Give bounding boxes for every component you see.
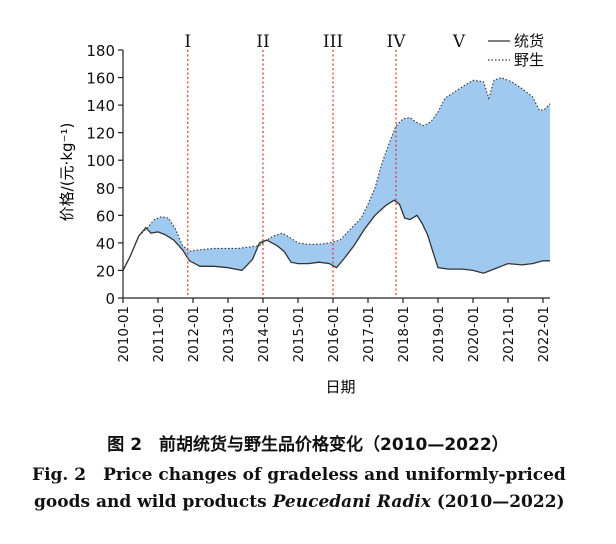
area-fills [123,77,550,274]
x-tick-label: 2020-01 [466,306,482,362]
x-tick-label: 2014-01 [256,306,272,362]
x-axis-label: 日期 [325,378,355,396]
y-tick-label: 80 [96,180,115,198]
y-tick-label: 20 [96,262,115,280]
caption-prefix: goods and wild products [34,492,273,512]
x-tick-label: 2019-01 [431,306,447,362]
y-tick-label: 180 [86,42,115,60]
caption-suffix: (2010—2022) [430,492,565,512]
y-tick-label: 0 [105,290,115,308]
caption-species-name: Peucedani Radix [272,492,431,512]
x-tick-label: 2011-01 [151,306,167,362]
series-lines [122,77,551,274]
y-tick-label: 40 [96,235,115,253]
y-tick-label: 100 [86,152,115,170]
y-tick-label: 160 [86,70,115,88]
figure-caption-english-line2: goods and wild products Peucedani Radix … [34,492,614,512]
period-markers: I II III IV V [184,32,466,298]
series-line-gradeless [122,199,550,274]
figure-caption-chinese: 图 2 前胡统货与野生品价格变化（2010—2022） [107,435,509,455]
wild-premium-area [267,77,550,274]
x-tick-label: 2015-01 [291,306,307,362]
x-tick-label: 2017-01 [361,306,377,362]
x-tick-label: 2012-01 [186,306,202,362]
period-label-2: II [256,32,269,52]
x-tick-label: 2016-01 [326,306,342,362]
wild-premium-area [146,216,259,271]
axes: 0 20 40 60 80 100 120 140 160 180 2010-01 2011-01 20… [86,42,552,362]
figure-caption-english-line1: Fig. 2 Price changes of gradeless and un… [32,465,566,485]
legend-label-1: 统货 [514,32,544,50]
y-tick-label: 60 [96,207,115,225]
period-label-1: I [184,32,191,52]
x-tick-label: 2018-01 [396,306,412,362]
legend-label-2: 野生 [514,51,544,69]
x-tick-label: 2010-01 [116,306,132,362]
y-axis-label: 价格/(元·kg⁻¹) [58,123,76,222]
period-label-4: IV [387,32,407,52]
price-chart: I II III IV V 0204060801001201401601802010-0… [58,32,552,396]
period-label-3: III [323,32,343,52]
x-tick-label: 2013-01 [221,306,237,362]
x-tick-label: 2021-01 [501,306,517,362]
y-tick-label: 140 [86,97,115,115]
y-tick-label: 120 [86,125,115,143]
x-tick-label: 2022-01 [536,306,552,362]
period-label-5: V [452,32,466,52]
